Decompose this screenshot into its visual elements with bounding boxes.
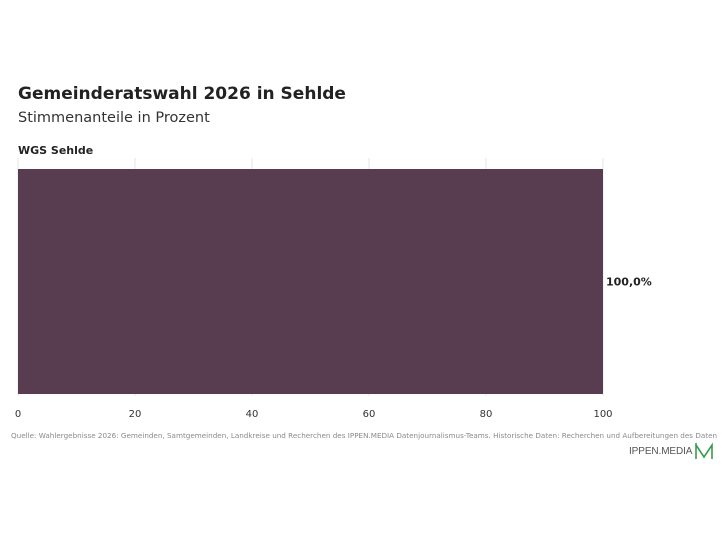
chart-title: Gemeinderatswahl 2026 in Sehlde	[18, 84, 346, 104]
x-tick-label: 40	[246, 409, 259, 420]
logo-m-icon	[695, 442, 714, 459]
source-note: Quelle: Wahlergebnisse 2026: Gemeinden, …	[11, 431, 718, 440]
category-label: WGS Sehlde	[18, 144, 93, 157]
bar	[18, 169, 603, 394]
x-tick-label: 20	[129, 409, 142, 420]
ippen-media-logo: IPPEN.MEDIA	[629, 442, 714, 460]
x-tick-label: 60	[363, 409, 376, 420]
x-tick-label: 100	[593, 409, 612, 420]
chart-subtitle: Stimmenanteile in Prozent	[18, 110, 210, 126]
bar-chart: WGS Sehlde 100,0% 0 20 40 60 80 100	[15, 144, 652, 420]
x-tick-label: 0	[15, 409, 21, 420]
logo-text: IPPEN.MEDIA	[629, 445, 693, 457]
value-label: 100,0%	[606, 276, 652, 289]
x-tick-label: 80	[480, 409, 493, 420]
